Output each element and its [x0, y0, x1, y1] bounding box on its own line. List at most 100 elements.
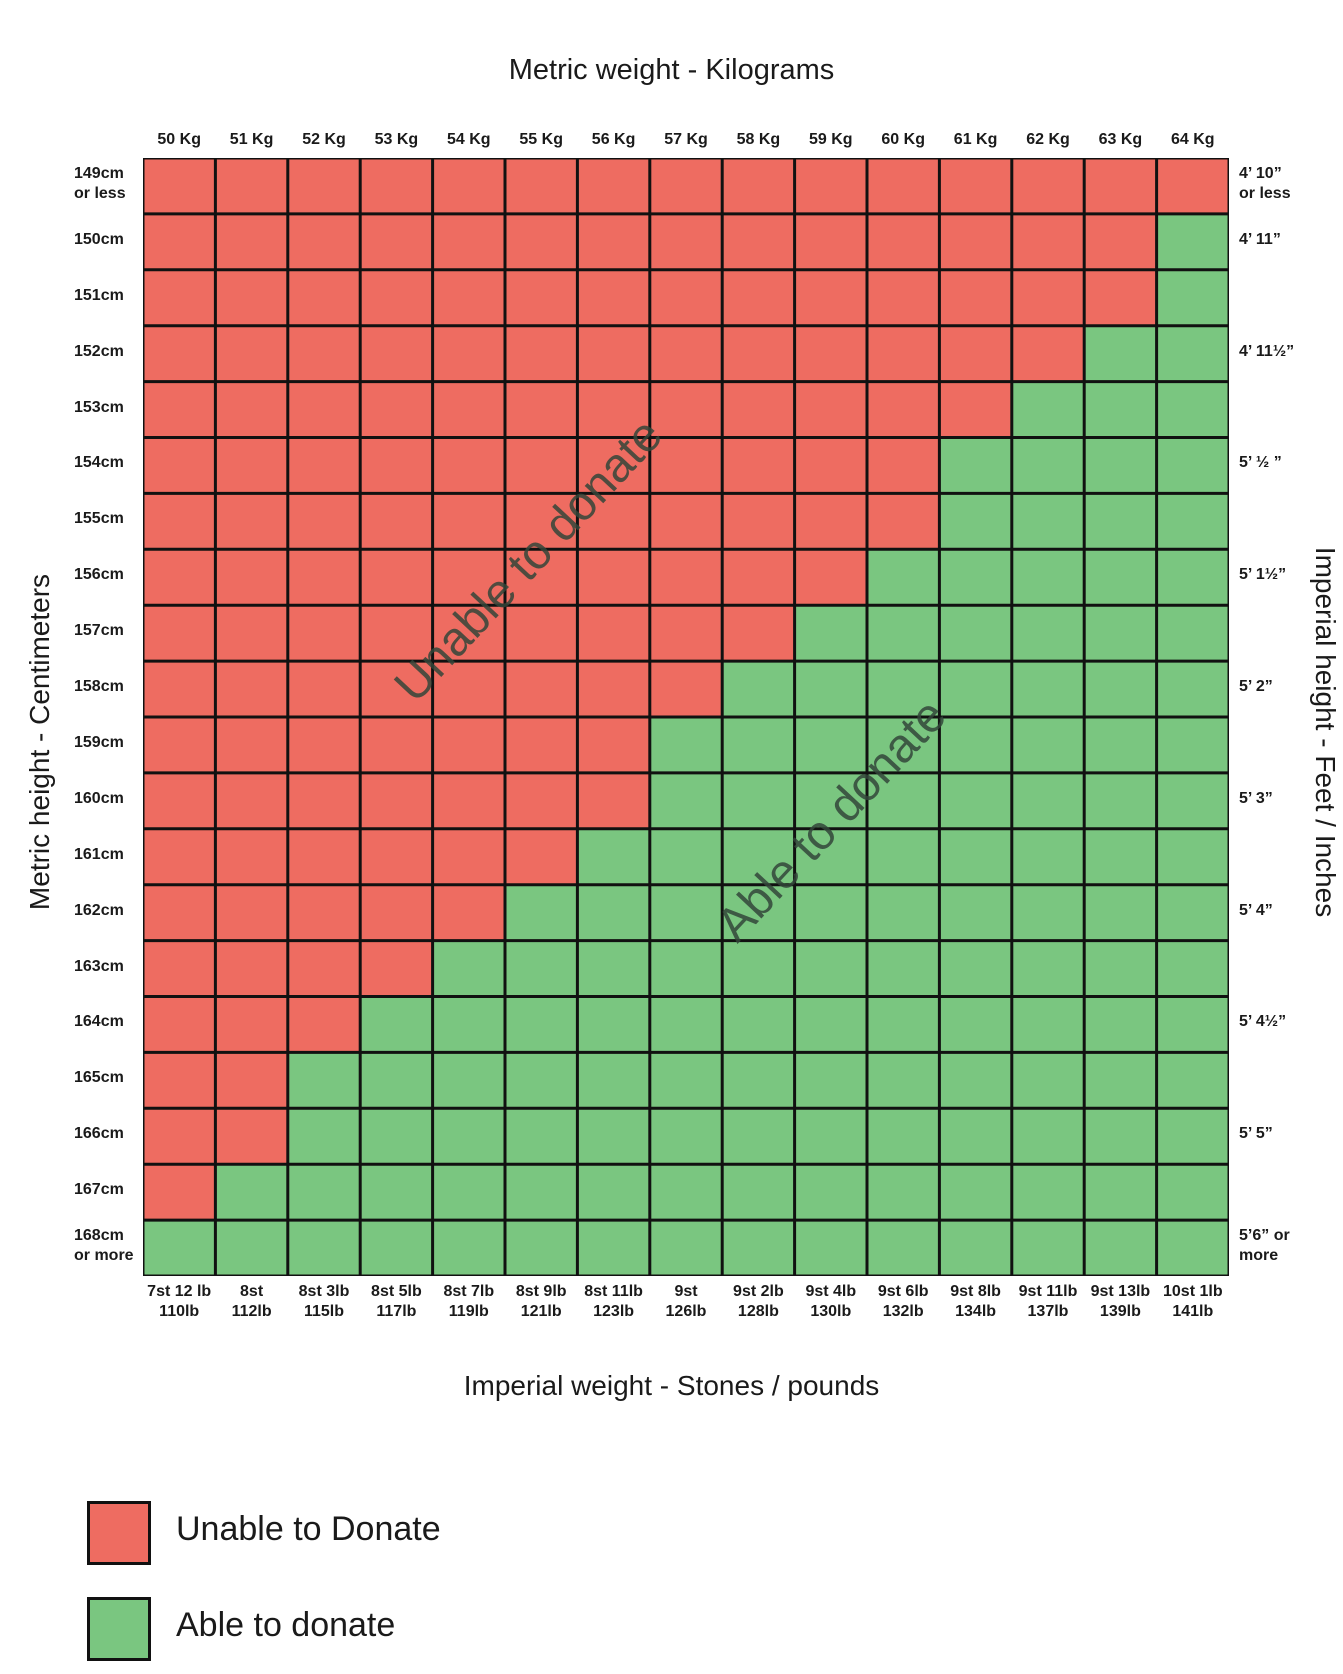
grid-cell — [1011, 437, 1085, 494]
grid-cell — [1084, 213, 1157, 270]
grid-cell — [143, 828, 216, 885]
grid-cell — [1011, 884, 1085, 941]
grid-cell — [505, 661, 578, 717]
grid-cell — [1084, 549, 1157, 606]
left-axis-title: Metric height - Centimeters — [24, 573, 55, 911]
grid-cell — [215, 549, 288, 606]
grid-cell — [287, 1220, 361, 1276]
grid-cell — [867, 717, 940, 773]
grid-cell — [432, 549, 505, 606]
imperial-weight-label: 9st 8lb 134lb — [950, 1283, 1001, 1320]
grid-cell — [649, 549, 723, 606]
grid-cell — [215, 884, 288, 941]
grid-cell — [360, 158, 433, 214]
grid-cell — [722, 549, 795, 606]
cm-row-label: 149cm or less — [74, 164, 126, 202]
grid-cell — [143, 605, 216, 662]
kg-column-label: 60 Kg — [881, 131, 925, 148]
grid-cell — [360, 1220, 433, 1276]
grid-cell — [867, 1220, 940, 1276]
kg-column-label: 54 Kg — [447, 131, 491, 148]
grid-cell — [722, 269, 795, 326]
cm-row-label: 150cm — [74, 230, 124, 248]
imperial-weight-label: 9st 4lb 130lb — [805, 1283, 857, 1320]
grid-cell — [287, 940, 361, 997]
grid-cell — [722, 828, 795, 885]
grid-cell — [287, 1108, 361, 1165]
kg-column-label: 53 Kg — [374, 131, 419, 148]
grid-cell — [143, 1108, 216, 1165]
grid-cell — [287, 884, 361, 941]
grid-cell — [360, 1108, 433, 1165]
grid-cell — [577, 1220, 650, 1276]
grid-cell — [794, 1052, 867, 1109]
cm-row-label: 168cm or more — [74, 1227, 134, 1265]
grid-cell — [1156, 493, 1229, 550]
grid-cell — [722, 661, 795, 717]
grid-cell — [722, 1164, 795, 1221]
grid-cell — [432, 661, 505, 717]
grid-cell — [1084, 940, 1157, 997]
grid-cell — [939, 661, 1012, 717]
grid-cell — [505, 884, 578, 941]
grid-cell — [143, 213, 216, 270]
grid-cell — [867, 996, 940, 1053]
grid-cell — [360, 325, 433, 382]
grid-cell — [432, 325, 505, 382]
grid-cell — [939, 1164, 1012, 1221]
kg-column-label: 59 Kg — [809, 131, 853, 148]
grid-cell — [867, 1164, 940, 1221]
grid-cell — [722, 940, 795, 997]
grid-cell — [432, 381, 505, 438]
grid-cell — [577, 1108, 650, 1165]
imperial-height-label: 5’ ½ ” — [1239, 454, 1282, 472]
grid-cell — [577, 605, 650, 662]
grid-cell — [287, 717, 361, 773]
grid-cell — [649, 1108, 723, 1165]
grid-cell — [1156, 884, 1229, 941]
grid-cell — [867, 661, 940, 717]
grid-cell — [143, 549, 216, 606]
grid-cell — [287, 213, 361, 270]
grid-cell — [432, 493, 505, 550]
grid-cell — [867, 437, 940, 494]
grid-cell — [794, 381, 867, 438]
grid-cell — [360, 940, 433, 997]
grid-cell — [722, 1108, 795, 1165]
imperial-height-label: 5’6” or more — [1239, 1227, 1290, 1265]
grid-cell — [432, 828, 505, 885]
grid-cell — [215, 493, 288, 550]
grid-cell — [867, 325, 940, 382]
grid-cell — [794, 661, 867, 717]
grid-cell — [215, 381, 288, 438]
grid-cell — [577, 381, 650, 438]
grid-cell — [432, 940, 505, 997]
grid-cell — [939, 158, 1012, 214]
grid-cell — [794, 605, 867, 662]
grid-cell — [215, 605, 288, 662]
grid-cell — [939, 940, 1012, 997]
grid-cell — [215, 437, 288, 494]
right-axis-title: Imperial height - Feet / Inches — [1310, 546, 1341, 918]
grid-cell — [939, 1220, 1012, 1276]
grid-cell — [939, 772, 1012, 829]
grid-cell — [505, 772, 578, 829]
grid-cell — [1011, 940, 1085, 997]
grid-cell — [1156, 1220, 1229, 1276]
grid-cell — [1011, 605, 1085, 662]
grid-cell — [360, 549, 433, 606]
grid-cell — [577, 213, 650, 270]
grid-cell — [867, 1108, 940, 1165]
grid-cell — [1084, 381, 1157, 438]
imperial-weight-label: 8st 5lb 117lb — [371, 1283, 422, 1320]
grid-cell — [1156, 717, 1229, 773]
grid-cell — [1011, 213, 1085, 270]
grid-cell — [794, 158, 867, 214]
cm-row-label: 162cm — [74, 901, 124, 919]
grid-cell — [215, 158, 288, 214]
imperial-height-label: 4’ 10” or less — [1239, 164, 1291, 202]
grid-cell — [1084, 1108, 1157, 1165]
grid-cell — [649, 493, 723, 550]
grid-cell — [577, 549, 650, 606]
grid-cell — [143, 381, 216, 438]
